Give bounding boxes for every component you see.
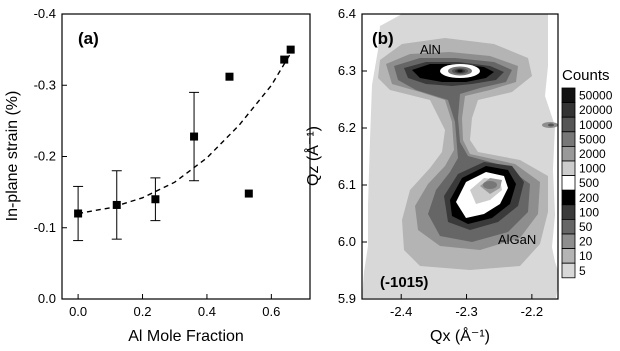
data-point (112, 200, 121, 209)
plot-a-ticks: 0.0 0.2 0.4 0.6 0.0 -0.1 -0.2 -0.3 -0.4 (34, 6, 281, 319)
colorbar-level-label: 10000 (579, 118, 613, 132)
algan-peak-label: AlGaN (498, 232, 536, 247)
strain-panel: 0.0 0.2 0.4 0.6 0.0 -0.1 -0.2 -0.3 -0.4 (a) Al M… (4, 6, 311, 345)
contour-level-50000 (457, 69, 463, 73)
y-tick-label: 6.1 (338, 177, 356, 192)
x-tick-label: 0.4 (198, 304, 216, 319)
y-tick-label: 0.0 (38, 291, 56, 306)
colorbar-swatch (561, 233, 576, 250)
colorbar-swatch (561, 218, 576, 235)
data-point (225, 72, 234, 81)
panel-b-label: (b) (372, 29, 394, 48)
colorbar-swatch (561, 262, 576, 279)
x-tick-label: -2.2 (521, 304, 543, 319)
fit-curve-group (77, 52, 292, 215)
x-tick-label: 0.0 (69, 304, 87, 319)
colorbar-level-label: 100 (579, 205, 599, 219)
colorbar-level-label: 20000 (579, 103, 613, 117)
x-tick-label: 0.6 (262, 304, 280, 319)
data-point (280, 55, 289, 64)
colorbar-level-label: 20 (579, 235, 593, 249)
colorbar-swatch (561, 189, 576, 206)
y-tick-label: 5.9 (338, 291, 356, 306)
data-point (244, 189, 253, 198)
y-tick-label: 6.3 (338, 63, 356, 78)
x-tick-label: 0.2 (133, 304, 151, 319)
plot-b-x-axis-label: Qx (Å⁻¹) (430, 326, 490, 345)
colorbar-level-label: 1000 (579, 162, 606, 176)
colorbar-swatch (561, 204, 576, 220)
contour-map (362, 14, 558, 298)
data-point (286, 45, 295, 54)
colorbar-title: Counts (562, 67, 610, 84)
y-tick-label: -0.3 (34, 77, 56, 92)
colorbar-swatch (561, 87, 576, 104)
y-tick-label: -0.1 (34, 220, 56, 235)
aln-peak-label: AlN (420, 42, 441, 57)
colorbar-swatch (561, 145, 576, 162)
contour-side-feature-inner (548, 123, 554, 127)
y-tick-label: 6.4 (338, 6, 356, 21)
contour-level-5000b (483, 181, 497, 189)
fit-curve (77, 52, 292, 215)
data-point (151, 195, 160, 204)
colorbar-level-label: 50 (579, 220, 593, 234)
colorbar-level-label: 50000 (579, 89, 613, 103)
colorbar-level-label: 5 (579, 264, 586, 278)
plot-a-y-axis-label: In-plane strain (%) (4, 91, 21, 222)
colorbar-level-label: 2000 (579, 147, 606, 161)
plot-a-x-axis-label: Al Mole Fraction (128, 328, 244, 345)
data-point (190, 132, 199, 141)
data-point (74, 209, 83, 218)
colorbar-swatch (561, 160, 576, 177)
plot-a-frame (61, 13, 311, 300)
colorbar-level-label: 200 (579, 191, 599, 205)
colorbar: 5000020000100005000200010005002001005020… (561, 87, 613, 279)
x-tick-label: -2.3 (455, 304, 477, 319)
colorbar-swatch (561, 248, 576, 264)
colorbar-level-label: 5000 (579, 132, 606, 146)
colorbar-level-label: 10 (579, 249, 593, 263)
plot-b-ticks: -2.4 -2.3 -2.2 5.9 6.0 6.1 6.2 6.3 6.4 (338, 6, 543, 319)
rsm-panel: -2.4 -2.3 -2.2 5.9 6.0 6.1 6.2 6.3 6.4 (b) AlN A… (303, 6, 613, 345)
reflection-label: (-1015) (380, 274, 428, 291)
colorbar-swatch (561, 131, 576, 147)
y-tick-label: -0.4 (34, 6, 56, 21)
data-points-group (73, 45, 295, 242)
colorbar-level-label: 500 (579, 176, 599, 190)
y-tick-label: -0.2 (34, 149, 56, 164)
panel-a-label: (a) (78, 29, 99, 48)
y-tick-label: 6.2 (338, 120, 356, 135)
colorbar-swatch (561, 116, 576, 133)
colorbar-swatch (561, 175, 576, 191)
y-tick-label: 6.0 (338, 234, 356, 249)
colorbar-swatch (561, 102, 576, 118)
x-tick-label: -2.4 (390, 304, 412, 319)
plot-b-frame (361, 13, 559, 300)
plot-b-y-axis-label: Qz (Å⁻¹) (303, 126, 322, 186)
